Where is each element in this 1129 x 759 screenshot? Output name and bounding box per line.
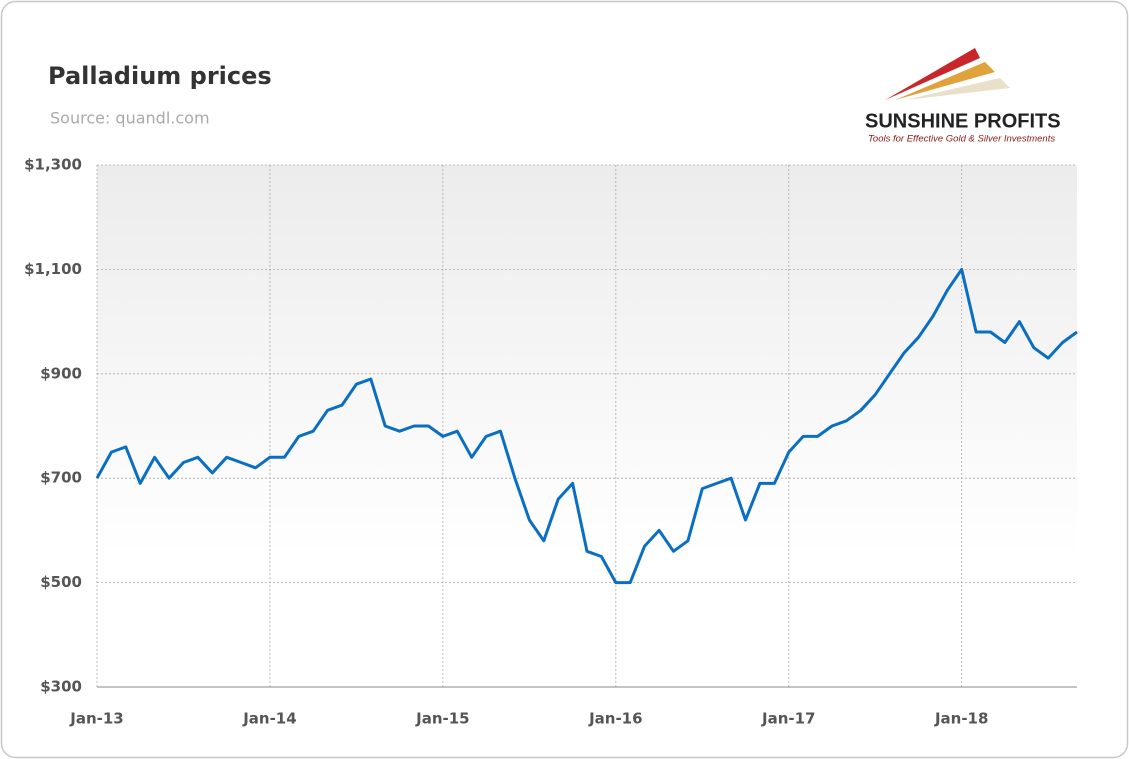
x-tick-label: Jan-15	[415, 710, 469, 728]
x-tick-label: Jan-18	[934, 710, 988, 728]
price-line	[95, 267, 1078, 585]
x-tick-label: Jan-17	[761, 710, 815, 728]
plot-area	[97, 165, 1077, 687]
logo-name: SUNSHINE PROFITS	[865, 110, 1061, 132]
y-tick-label: $900	[40, 364, 82, 382]
y-tick-label: $300	[40, 678, 82, 696]
logo-swoosh	[895, 62, 995, 100]
y-tick-label: $700	[40, 469, 82, 487]
x-tick-label: Jan-13	[69, 710, 123, 728]
chart-title: Palladium prices	[48, 62, 272, 90]
logo-swoosh	[905, 78, 1010, 100]
y-tick-label: $500	[40, 573, 82, 591]
y-tick-label: $1,300	[24, 156, 82, 174]
logo-swoosh	[885, 48, 980, 100]
x-tick-label: Jan-16	[588, 710, 642, 728]
y-tick-label: $1,100	[24, 260, 82, 278]
chart-subtitle: Source: quandl.com	[50, 109, 210, 128]
logo-tagline: Tools for Effective Gold & Silver Invest…	[868, 134, 1055, 145]
logo: SUNSHINE PROFITS Tools for Effective Gol…	[865, 48, 1061, 145]
x-tick-label: Jan-14	[242, 710, 296, 728]
